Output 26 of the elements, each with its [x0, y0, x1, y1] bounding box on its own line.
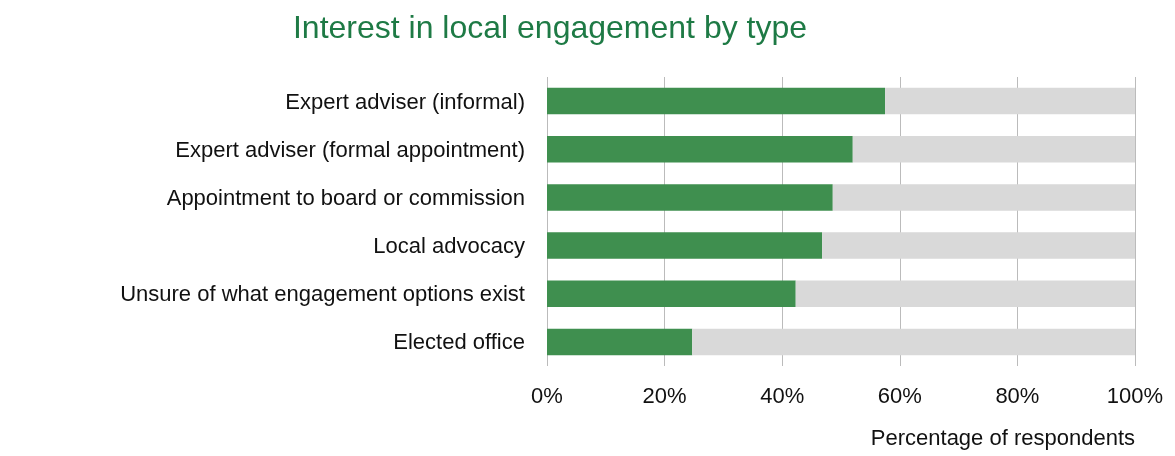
y-tick-label: Expert adviser (informal)	[285, 88, 525, 114]
bar	[547, 136, 853, 163]
bar	[547, 280, 796, 307]
y-tick-label: Local advocacy	[373, 233, 525, 259]
bar	[547, 232, 823, 259]
bar	[832, 184, 1135, 211]
y-tick-label: Elected office	[393, 329, 525, 355]
bar	[852, 136, 1135, 163]
x-tick-label: 20%	[642, 382, 687, 408]
x-tick-label: 0%	[531, 382, 563, 408]
bar	[547, 184, 833, 211]
y-tick-label: Appointment to board or commission	[166, 184, 525, 210]
x-tick-label: 100%	[1106, 382, 1164, 408]
bar	[795, 280, 1135, 307]
x-tick-label: 60%	[877, 382, 922, 408]
y-tick-label: Unsure of what engagement options exist	[120, 281, 525, 307]
y-tick-label: Expert adviser (formal appointment)	[175, 136, 525, 162]
x-tick-label: 80%	[995, 382, 1040, 408]
x-tick-label: 40%	[760, 382, 805, 408]
chart-title: Interest in local engagement by type	[292, 9, 808, 45]
bar	[547, 87, 886, 115]
bar	[885, 87, 1135, 115]
x-axis-title: Percentage of respondents	[870, 424, 1135, 450]
bar	[822, 232, 1135, 259]
bar	[547, 328, 693, 356]
bar	[692, 328, 1135, 356]
